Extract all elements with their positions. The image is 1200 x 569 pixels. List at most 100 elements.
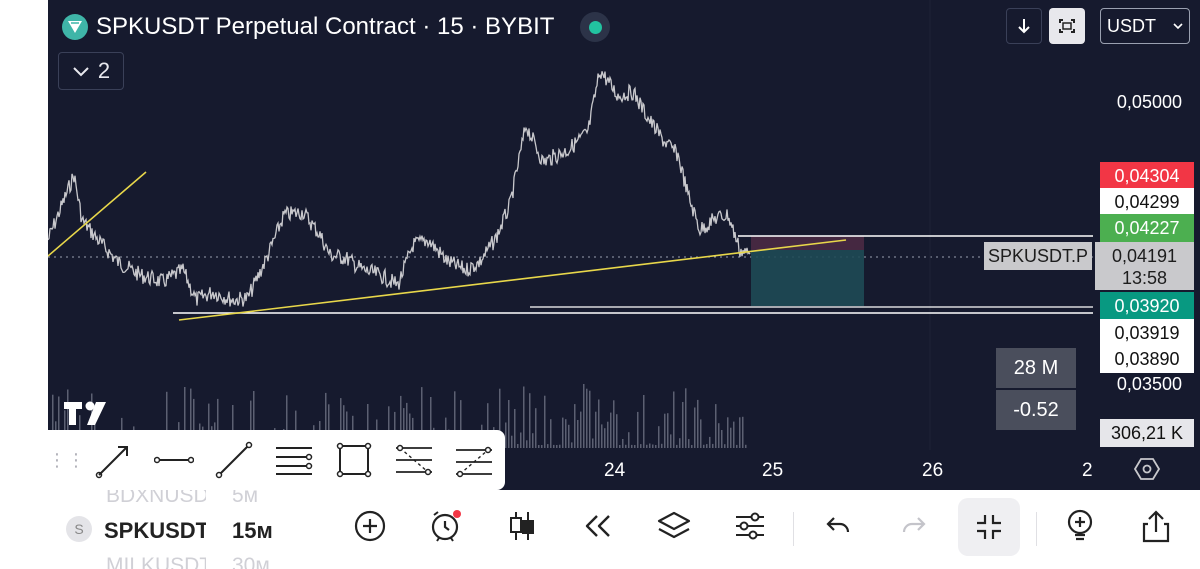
price-tag-green: 0,04227	[1100, 214, 1194, 242]
interval-picker[interactable]: 5м 15м 30м	[226, 490, 296, 569]
volume-bar	[634, 445, 636, 448]
chart-settings-icon[interactable]	[1134, 456, 1160, 482]
interval-next[interactable]: 30м	[232, 554, 270, 569]
indicators-count: 2	[97, 58, 111, 83]
redo-button[interactable]	[890, 502, 938, 550]
volume-value-box: 28 M	[996, 348, 1076, 388]
volume-bar	[589, 390, 591, 448]
volume-bar	[712, 443, 714, 448]
volume-bar	[670, 434, 672, 448]
chart-type-button[interactable]	[498, 502, 546, 550]
chart-area[interactable]: SPKUSDT Perpetual Contract · 15 · BYBIT …	[48, 0, 1200, 490]
interval-current[interactable]: 15м	[232, 518, 273, 543]
volume-bar	[742, 416, 744, 448]
volume-bar	[250, 400, 252, 448]
parallel-lines-tool[interactable]	[264, 430, 324, 490]
volume-bar	[550, 419, 552, 448]
volume-bar	[580, 411, 582, 448]
undo-button[interactable]	[814, 502, 862, 550]
volume-bar	[232, 405, 234, 448]
fullscreen-icon	[1059, 19, 1075, 33]
drag-handle[interactable]: ⋮⋮	[48, 449, 86, 470]
arrow-line-tool[interactable]	[84, 430, 144, 490]
alert-button[interactable]	[422, 502, 470, 550]
volume-bar	[697, 399, 699, 448]
chart-title-bar[interactable]: SPKUSDT Perpetual Contract · 15 · BYBIT	[62, 10, 611, 44]
volume-bar	[541, 445, 543, 448]
symbol-logo-icon: S	[66, 516, 92, 542]
price-label-2: 0,03919	[1100, 319, 1194, 347]
volume-bar	[505, 422, 507, 448]
add-button[interactable]	[346, 502, 394, 550]
volume-bar	[325, 392, 327, 448]
volume-bar	[691, 445, 693, 448]
volume-bar	[421, 387, 423, 448]
volume-bar	[730, 427, 732, 448]
symbol-label: SPKUSDT.P	[984, 242, 1092, 270]
replay-button[interactable]	[574, 502, 622, 550]
volume-bar	[640, 444, 642, 448]
volume-bar	[340, 398, 342, 448]
currency-select[interactable]: USDT	[1100, 8, 1190, 44]
volume-bar	[727, 417, 729, 448]
chart-title: SPKUSDT Perpetual Contract · 15 · BYBIT	[96, 13, 555, 40]
volume-bar	[583, 384, 585, 448]
volume-bar	[718, 423, 720, 448]
layers-icon	[657, 511, 691, 539]
add-indicator-button[interactable]	[1056, 502, 1104, 550]
bar-countdown: 13:58	[1121, 268, 1168, 288]
horizontal-line-tool[interactable]	[144, 430, 204, 490]
volume-bar	[253, 391, 255, 448]
trend-line-tool[interactable]	[204, 430, 264, 490]
symbol-picker[interactable]: BDXNUSDT S SPKUSDT MILKUSDT	[66, 490, 206, 569]
volume-bar	[394, 411, 396, 448]
toolbar-divider	[1036, 512, 1037, 546]
share-button[interactable]	[1132, 502, 1180, 550]
volume-bar	[553, 444, 555, 448]
volume-bar	[739, 417, 741, 448]
bottom-toolbar[interactable]: BDXNUSDT S SPKUSDT MILKUSDT 5м 15м 30м	[48, 490, 1200, 569]
volume-bar	[190, 388, 192, 448]
volume-bar	[715, 404, 717, 448]
volume-bar	[511, 435, 513, 448]
symbol-prev[interactable]: BDXNUSDT	[106, 490, 206, 507]
current-price: 0,04191	[1111, 246, 1178, 266]
time-label-2: 26	[922, 460, 944, 481]
drawing-toolbar[interactable]: ⋮⋮	[48, 430, 505, 490]
collapse-indicators-button[interactable]: 2	[58, 52, 124, 90]
time-label-0: 24	[604, 460, 626, 481]
market-status-icon[interactable]	[580, 12, 611, 42]
volume-bar	[532, 433, 534, 448]
volume-bar	[616, 414, 618, 448]
volume-bar	[607, 421, 609, 448]
volume-bar	[454, 391, 456, 448]
layers-button[interactable]	[650, 502, 698, 550]
chevron-down-icon	[1173, 23, 1183, 30]
exchange-logo-icon	[62, 14, 88, 40]
interval-prev[interactable]: 5м	[232, 490, 259, 507]
rectangle-tool[interactable]	[324, 430, 384, 490]
parallel-lines-icon	[276, 447, 313, 475]
left-edge	[0, 0, 48, 569]
symbol-next[interactable]: MILKUSDT	[106, 554, 206, 569]
volume-bar	[673, 391, 675, 448]
fib-channel-tool[interactable]	[384, 430, 444, 490]
symbol-current[interactable]: SPKUSDT	[104, 518, 206, 543]
volume-bar	[610, 412, 612, 448]
volume-bar	[208, 403, 210, 448]
trend-line-icon	[215, 441, 253, 479]
redo-icon	[902, 517, 926, 533]
fullscreen-toggle-button[interactable]	[1049, 8, 1085, 44]
volume-bar	[577, 420, 579, 448]
exit-fullscreen-button[interactable]	[958, 498, 1020, 556]
download-button[interactable]	[1006, 8, 1042, 44]
volume-bar	[688, 439, 690, 448]
sliders-icon	[736, 512, 764, 540]
pitchfork-tool[interactable]	[444, 430, 504, 490]
volume-bar	[652, 444, 654, 448]
volume-bar	[295, 410, 297, 448]
settings-sliders-button[interactable]	[726, 502, 774, 550]
rectangle-icon	[336, 442, 372, 478]
volume-bar	[655, 445, 657, 448]
candlestick-icon	[510, 512, 534, 540]
